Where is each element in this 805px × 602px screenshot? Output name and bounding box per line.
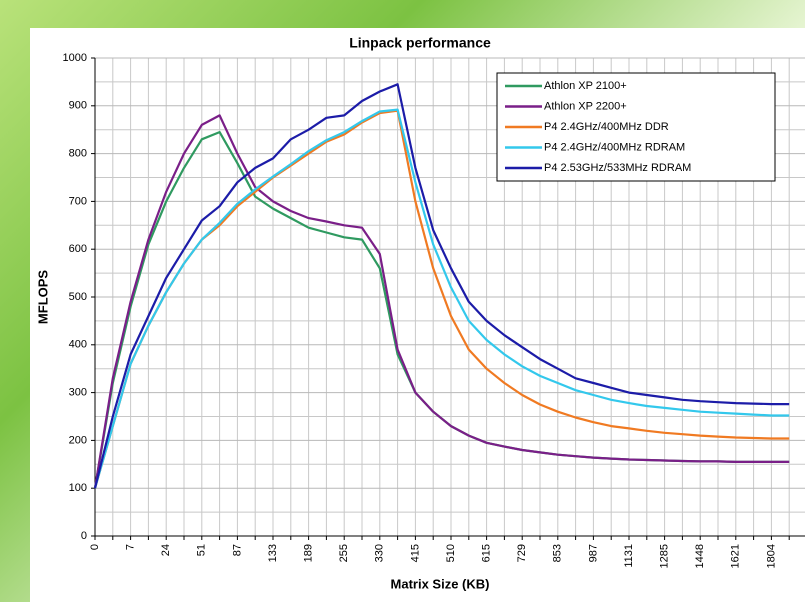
y-tick-label: 0 xyxy=(81,530,87,542)
legend-label: Athlon XP 2100+ xyxy=(544,80,627,92)
x-tick-label: 24 xyxy=(160,544,172,556)
y-tick-label: 300 xyxy=(69,387,87,399)
x-tick-label: 1804 xyxy=(765,544,777,568)
series-line xyxy=(93,108,790,489)
y-tick-label: 400 xyxy=(69,339,87,351)
x-tick-label: 987 xyxy=(587,544,599,562)
x-tick-label: 330 xyxy=(374,544,386,562)
legend-box xyxy=(496,72,776,182)
legend-label: P4 2.53GHz/533MHz RDRAM xyxy=(544,162,691,174)
x-tick-label: 7 xyxy=(125,544,137,550)
x-tick-label: 615 xyxy=(481,544,493,562)
legend-label: P4 2.4GHz/400MHz RDRAM xyxy=(544,141,685,153)
x-tick-label: 87 xyxy=(231,544,243,556)
series-line xyxy=(93,114,790,489)
y-tick-label: 800 xyxy=(69,148,87,160)
y-tick-label: 1000 xyxy=(63,52,87,64)
x-tick-label: 133 xyxy=(267,544,279,562)
y-tick-label: 600 xyxy=(69,243,87,255)
x-tick-label: 510 xyxy=(445,544,457,562)
chart-title: Linpack performance xyxy=(349,35,491,51)
y-tick-label: 200 xyxy=(69,434,87,446)
y-tick-label: 900 xyxy=(69,100,87,112)
legend-label: Athlon XP 2200+ xyxy=(544,100,627,112)
x-tick-label: 189 xyxy=(303,544,315,562)
y-tick-label: 700 xyxy=(69,195,87,207)
series-line xyxy=(93,83,790,489)
y-axis-title: MFLOPS xyxy=(35,270,50,324)
legend-label: P4 2.4GHz/400MHz DDR xyxy=(544,121,669,133)
y-tick-label: 500 xyxy=(69,291,87,303)
x-tick-label: 1131 xyxy=(623,544,635,568)
x-tick-label: 853 xyxy=(552,544,564,562)
x-tick-label: 415 xyxy=(409,544,421,562)
x-axis-title: Matrix Size (KB) xyxy=(391,576,490,591)
x-tick-label: 1448 xyxy=(694,544,706,568)
x-tick-label: 0 xyxy=(89,544,101,550)
y-tick-label: 100 xyxy=(69,482,87,494)
x-tick-label: 255 xyxy=(338,544,350,562)
x-tick-label: 1285 xyxy=(659,544,671,568)
x-tick-label: 51 xyxy=(196,544,208,556)
x-tick-label: 729 xyxy=(516,544,528,562)
x-tick-label: 1621 xyxy=(730,544,742,568)
